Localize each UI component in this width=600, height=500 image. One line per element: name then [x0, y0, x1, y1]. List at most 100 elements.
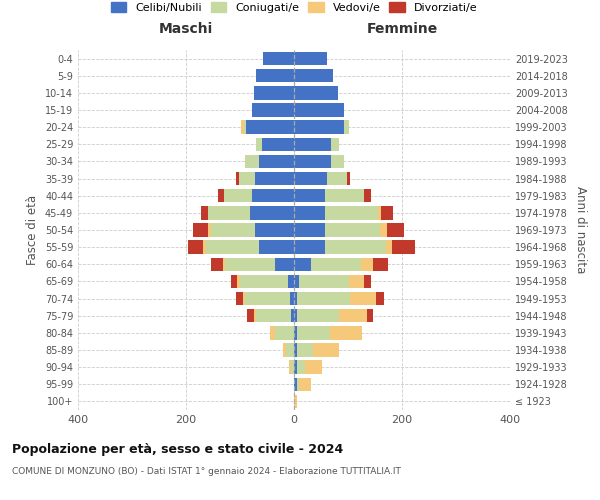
Bar: [339, 309, 367, 322]
Bar: [247, 309, 254, 322]
Bar: [305, 360, 322, 374]
Bar: [349, 274, 364, 288]
Text: COMUNE DI MONZUNO (BO) - Dati ISTAT 1° gennaio 2024 - Elaborazione TUTTITALIA.IT: COMUNE DI MONZUNO (BO) - Dati ISTAT 1° g…: [12, 468, 401, 476]
Bar: [386, 240, 392, 254]
Bar: [193, 224, 208, 236]
Bar: [328, 172, 347, 186]
Bar: [296, 378, 299, 391]
Bar: [294, 394, 296, 408]
Bar: [211, 258, 223, 271]
Bar: [188, 240, 203, 254]
Bar: [294, 189, 325, 202]
Bar: [236, 172, 239, 186]
Bar: [311, 258, 361, 271]
Bar: [223, 258, 226, 271]
Y-axis label: Fasce di età: Fasce di età: [26, 195, 39, 265]
Bar: [294, 292, 296, 306]
Bar: [287, 274, 294, 288]
Bar: [392, 240, 415, 254]
Bar: [364, 274, 371, 288]
Bar: [255, 172, 294, 186]
Bar: [380, 224, 387, 236]
Bar: [259, 154, 294, 168]
Bar: [294, 172, 328, 186]
Bar: [259, 240, 294, 254]
Bar: [208, 224, 211, 236]
Bar: [238, 274, 240, 288]
Bar: [294, 378, 296, 391]
Bar: [350, 292, 376, 306]
Bar: [294, 86, 338, 100]
Bar: [241, 120, 244, 134]
Bar: [299, 274, 349, 288]
Bar: [254, 309, 256, 322]
Bar: [294, 240, 325, 254]
Bar: [290, 292, 294, 306]
Bar: [325, 224, 380, 236]
Y-axis label: Anni di nascita: Anni di nascita: [574, 186, 587, 274]
Bar: [239, 172, 255, 186]
Bar: [243, 292, 245, 306]
Bar: [294, 104, 344, 117]
Bar: [211, 224, 255, 236]
Bar: [294, 154, 331, 168]
Bar: [296, 309, 339, 322]
Bar: [294, 309, 296, 322]
Bar: [283, 344, 286, 356]
Bar: [331, 138, 339, 151]
Bar: [294, 344, 296, 356]
Text: Maschi: Maschi: [159, 22, 213, 36]
Bar: [256, 138, 262, 151]
Bar: [231, 274, 238, 288]
Bar: [286, 344, 294, 356]
Bar: [313, 344, 339, 356]
Bar: [344, 120, 349, 134]
Bar: [294, 206, 325, 220]
Bar: [256, 69, 294, 82]
Bar: [294, 69, 333, 82]
Bar: [381, 206, 393, 220]
Bar: [294, 274, 299, 288]
Bar: [294, 258, 311, 271]
Bar: [270, 326, 275, 340]
Bar: [367, 309, 373, 322]
Bar: [296, 326, 330, 340]
Bar: [296, 360, 305, 374]
Bar: [240, 274, 287, 288]
Legend: Celibi/Nubili, Coniugati/e, Vedovi/e, Divorziati/e: Celibi/Nubili, Coniugati/e, Vedovi/e, Di…: [106, 0, 482, 18]
Bar: [294, 224, 325, 236]
Bar: [247, 120, 294, 134]
Bar: [325, 206, 378, 220]
Bar: [262, 138, 294, 151]
Bar: [296, 344, 313, 356]
Bar: [347, 172, 350, 186]
Bar: [203, 240, 206, 254]
Bar: [331, 154, 344, 168]
Text: Femmine: Femmine: [367, 22, 437, 36]
Bar: [364, 189, 371, 202]
Bar: [325, 189, 364, 202]
Bar: [244, 120, 247, 134]
Bar: [387, 224, 404, 236]
Bar: [299, 378, 311, 391]
Bar: [373, 258, 388, 271]
Bar: [236, 292, 242, 306]
Bar: [294, 52, 328, 66]
Bar: [208, 206, 250, 220]
Bar: [201, 206, 208, 220]
Bar: [275, 258, 294, 271]
Bar: [294, 360, 296, 374]
Bar: [245, 292, 290, 306]
Bar: [292, 309, 294, 322]
Bar: [263, 52, 294, 66]
Bar: [252, 104, 294, 117]
Bar: [226, 258, 275, 271]
Bar: [250, 206, 294, 220]
Bar: [330, 326, 361, 340]
Bar: [294, 138, 331, 151]
Bar: [376, 292, 384, 306]
Bar: [275, 326, 294, 340]
Bar: [256, 309, 292, 322]
Bar: [325, 240, 386, 254]
Bar: [296, 292, 350, 306]
